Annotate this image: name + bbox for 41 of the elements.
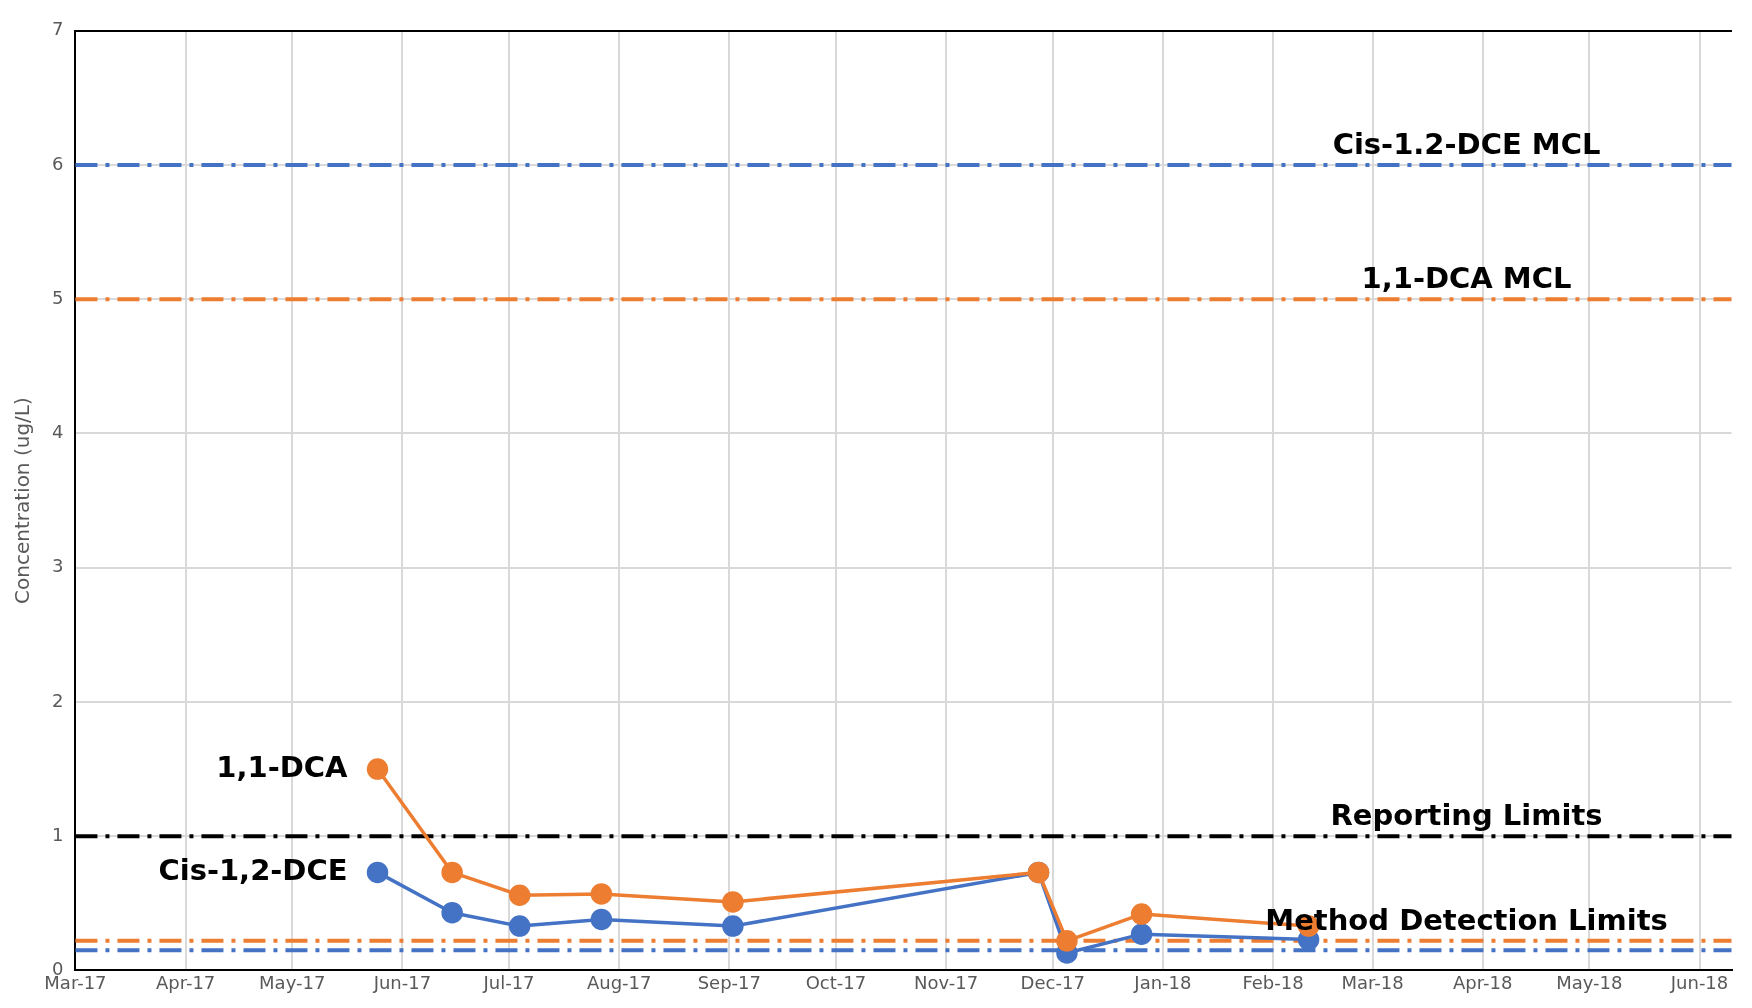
ref-line-label: Cis-1.2-DCE MCL <box>1332 127 1601 162</box>
point <box>1130 903 1153 925</box>
point <box>508 915 531 937</box>
x-tick-label: Apr-17 <box>155 971 216 993</box>
point <box>366 758 389 780</box>
x-tick-label: Aug-17 <box>586 971 652 993</box>
point <box>722 891 744 913</box>
x-tick-label: Jul-17 <box>482 971 535 993</box>
point <box>441 861 463 884</box>
x-tick-label: Oct-17 <box>805 971 867 993</box>
x-tick-label: May-17 <box>259 971 326 993</box>
x-tick-label: Sep-17 <box>697 971 762 993</box>
point <box>1056 930 1078 952</box>
x-tick-label: Nov-17 <box>914 971 979 993</box>
ref-line-label: Reporting Limits <box>1330 798 1603 833</box>
x-tick-label: Jun-18 <box>1669 971 1729 993</box>
series-label: Cis-1,2-DCE <box>158 852 348 887</box>
y-tick-label: 5 <box>52 286 64 308</box>
x-tick-label: May-18 <box>1556 971 1623 993</box>
y-axis-title: Concentration (ug/L) <box>10 397 35 604</box>
x-tick-label: Feb-18 <box>1242 971 1304 993</box>
point <box>366 861 389 884</box>
series-label: 1,1-DCA <box>216 749 349 784</box>
point <box>722 915 744 937</box>
point <box>590 883 613 905</box>
ref-line-label: 1,1-DCA MCL <box>1361 261 1572 296</box>
y-tick-label: 6 <box>52 152 64 174</box>
point <box>508 884 531 906</box>
y-tick-label: 2 <box>52 689 64 711</box>
y-tick-label: 1 <box>52 823 64 845</box>
x-tick-label: Mar-18 <box>1341 971 1404 993</box>
x-tick-label: Dec-17 <box>1020 971 1085 993</box>
y-tick-label: 3 <box>52 555 64 577</box>
x-tick-label: Jan-18 <box>1133 971 1192 993</box>
x-tick-label: Jun-17 <box>372 971 432 993</box>
x-tick-label: Apr-18 <box>1453 971 1513 993</box>
point <box>1130 923 1153 945</box>
point <box>590 908 613 931</box>
y-tick-label: 4 <box>52 421 64 443</box>
point <box>441 901 463 924</box>
y-tick-label: 7 <box>52 18 64 40</box>
